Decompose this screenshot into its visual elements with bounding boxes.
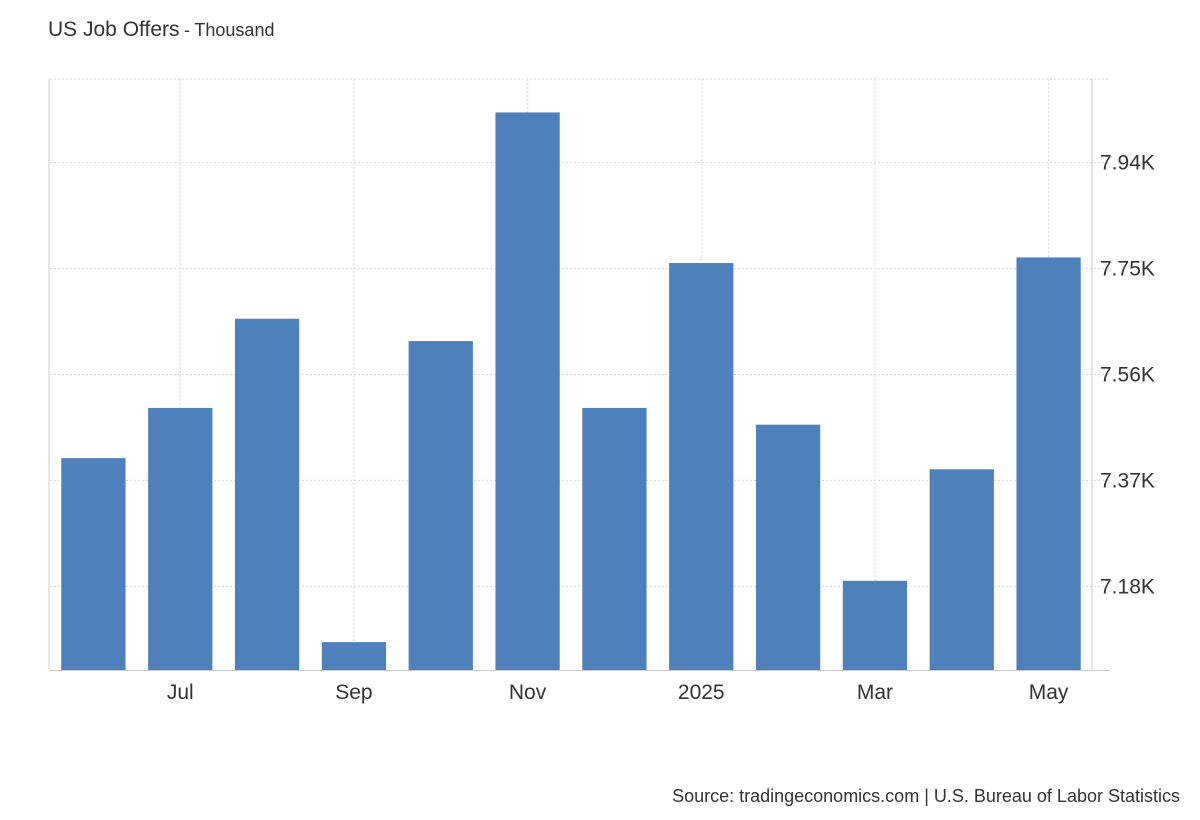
bar[interactable] <box>1016 257 1081 670</box>
bar[interactable] <box>669 262 734 670</box>
x-tick-label: Jul <box>167 681 194 704</box>
bar-chart: Jul Sep Nov 2025 Mar May 7.18K 7.37K 7.56K 7.75K… <box>48 78 1155 704</box>
x-axis-labels: Jul Sep Nov 2025 Mar May <box>167 681 1069 704</box>
bar[interactable] <box>234 318 300 670</box>
y-tick-label: 7.75K <box>1100 258 1155 281</box>
x-tick-label: 2025 <box>678 681 725 704</box>
axes <box>48 79 1110 671</box>
bar[interactable] <box>61 458 126 670</box>
bar[interactable] <box>842 580 908 670</box>
bar[interactable] <box>495 112 560 671</box>
y-axis-labels: 7.18K 7.37K 7.56K 7.75K 7.94K <box>1100 152 1155 599</box>
x-tick-label: Mar <box>857 681 893 704</box>
y-tick-label: 7.56K <box>1100 364 1155 387</box>
chart-unit: Thousand <box>194 20 275 40</box>
x-tick-label: Nov <box>509 681 547 704</box>
source-credit: Source: tradingeconomics.com | U.S. Bure… <box>672 786 1180 806</box>
x-tick-label: May <box>1029 681 1069 704</box>
bar[interactable] <box>582 407 647 670</box>
x-tick-label: Sep <box>335 681 372 704</box>
bar[interactable] <box>929 469 994 670</box>
title-separator: - <box>183 20 190 40</box>
bar[interactable] <box>321 642 387 670</box>
chart-title-row: US Job Offers - Thousand <box>48 18 274 42</box>
y-tick-label: 7.18K <box>1100 575 1155 598</box>
bars <box>61 112 1081 671</box>
bar[interactable] <box>148 407 213 670</box>
bar[interactable] <box>755 424 821 670</box>
bar[interactable] <box>408 341 473 670</box>
chart-title: US Job Offers <box>48 18 180 41</box>
y-tick-label: 7.37K <box>1100 469 1155 492</box>
y-tick-label: 7.94K <box>1100 152 1155 175</box>
